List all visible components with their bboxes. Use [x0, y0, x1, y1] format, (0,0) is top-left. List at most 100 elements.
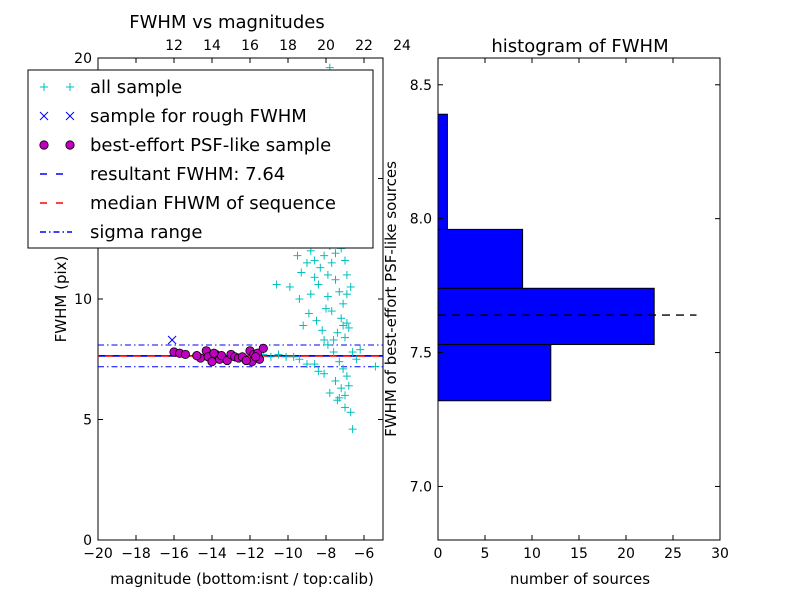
- point-plus-37: [325, 388, 334, 397]
- left-xtick-label-3: −14: [197, 546, 227, 562]
- left-xtick-label-6: −8: [316, 546, 337, 562]
- right-ylabel: FWHM of best-effort PSF-like sources: [382, 161, 400, 437]
- legend-label-3: resultant FWHM: 7.64: [90, 164, 285, 185]
- point-plus-35: [337, 384, 346, 393]
- point-plus-2: [297, 268, 306, 277]
- point-circle-21: [192, 351, 202, 361]
- left-ytick-label-0: 0: [83, 533, 92, 549]
- legend-swatch-b-1: [65, 111, 75, 121]
- point-plus-17: [341, 256, 349, 265]
- legend-label-5: sigma range: [90, 222, 202, 243]
- histogram-bar-3: [437, 113, 448, 230]
- point-plus-22: [339, 299, 348, 308]
- left-chart: FWHM vs magnitudes −20 −18 −16 −14 −12 −10 −8−…: [27, 12, 411, 588]
- legend-swatch-b-2: [65, 140, 75, 150]
- right-ytick-label-1: 7.5: [410, 346, 432, 362]
- left-chart-title: FWHM vs magnitudes: [129, 12, 324, 33]
- legend-label-1: sample for rough FWHM: [90, 106, 307, 127]
- point-plus-7: [303, 258, 311, 267]
- left-marks: [98, 63, 383, 434]
- left-top-tick-label-2: 16: [241, 38, 259, 54]
- point-plus-42: [310, 360, 319, 369]
- right-xtick-label-4: 20: [617, 546, 635, 562]
- point-circle-24: [251, 352, 261, 362]
- point-plus-29: [344, 323, 353, 332]
- point-plus-52: [312, 316, 321, 325]
- legend-label-4: median FHWM of sequence: [90, 193, 336, 214]
- point-plus-28: [341, 333, 349, 342]
- point-plus-30: [329, 348, 338, 357]
- right-ytick-label-3: 8.5: [410, 78, 432, 94]
- point-plus-98: [295, 295, 304, 303]
- point-plus-66: [348, 348, 357, 357]
- point-plus-44: [295, 355, 304, 364]
- point-plus-19: [323, 270, 332, 279]
- point-plus-57: [331, 249, 340, 258]
- right-chart: histogram of FWHM 0 5 10 15 20 25 30 7.0 7.5 8.0 8…: [382, 36, 729, 588]
- point-circle-20: [258, 343, 268, 354]
- point-plus-97: [310, 256, 319, 265]
- right-ytick-label-2: 8.0: [410, 212, 432, 228]
- point-plus-48: [266, 352, 275, 361]
- point-circle-22: [209, 348, 219, 358]
- right-xlabel: number of sources: [510, 570, 650, 588]
- point-plus-8: [310, 273, 319, 282]
- point-x-0-b: [167, 335, 177, 345]
- point-plus-95: [329, 335, 338, 344]
- point-plus-87: [320, 335, 329, 344]
- left-top-tick-label-5: 22: [355, 38, 373, 54]
- point-plus-99: [306, 290, 315, 299]
- point-plus-39: [344, 381, 353, 390]
- point-plus-68: [371, 362, 380, 371]
- right-axes: 0 5 10 15 20 25 30 7.0 7.5 8.0 8.5: [410, 58, 729, 562]
- left-top-tick-label-1: 14: [203, 38, 221, 54]
- legend-swatch-a-0: [40, 83, 48, 91]
- point-plus-41: [314, 367, 323, 376]
- point-plus-85: [346, 408, 355, 417]
- right-ytick-label-0: 7.0: [410, 479, 432, 495]
- legend-swatch-b-1-b: [65, 111, 75, 121]
- left-xtick-label-0: −20: [83, 546, 113, 562]
- point-plus-31: [335, 357, 344, 366]
- point-plus-47: [274, 350, 283, 359]
- histogram-bar-1: [437, 287, 655, 346]
- point-circle-2: [180, 349, 190, 360]
- left-xtick-label-1: −18: [121, 546, 151, 562]
- point-plus-43: [303, 360, 311, 369]
- left-xlabel: magnitude (bottom:isnt / top:calib): [110, 570, 374, 588]
- point-plus-84: [335, 393, 344, 402]
- point-plus-23: [342, 290, 351, 299]
- point-plus-45: [289, 352, 298, 361]
- right-chart-title: histogram of FWHM: [491, 36, 668, 57]
- point-plus-20: [331, 275, 340, 284]
- legend-swatch-b-0: [66, 83, 74, 91]
- point-x-0: [167, 335, 177, 345]
- point-plus-86: [323, 340, 332, 349]
- point-plus-89: [320, 251, 329, 260]
- left-top-tick-label-3: 18: [279, 38, 297, 54]
- left-xtick-label-4: −12: [235, 546, 265, 562]
- point-plus-40: [320, 369, 329, 378]
- point-plus-83: [341, 403, 349, 412]
- point-plus-50: [304, 309, 313, 318]
- left-top-tick-label-4: 20: [317, 38, 335, 54]
- histogram-bar-0: [437, 344, 552, 402]
- point-plus-92: [342, 270, 351, 279]
- point-plus-46: [282, 352, 291, 361]
- point-plus-69: [356, 345, 365, 354]
- point-plus-51: [299, 321, 308, 330]
- right-marks: [437, 113, 697, 402]
- point-plus-93: [346, 282, 355, 291]
- legend-swatch-a-2: [39, 140, 49, 150]
- point-circle-23: [241, 355, 251, 366]
- left-ylabel: FWHM (pix): [52, 256, 70, 343]
- point-plus-33: [342, 372, 351, 381]
- legend-box: [27, 69, 374, 249]
- point-plus-0: [285, 282, 294, 291]
- right-xtick-label-5: 25: [664, 546, 682, 562]
- left-xtick-label-2: −16: [159, 546, 189, 562]
- point-plus-36: [341, 391, 349, 400]
- point-plus-27: [333, 328, 342, 337]
- legend-label-2: best-effort PSF-like sample: [90, 135, 331, 156]
